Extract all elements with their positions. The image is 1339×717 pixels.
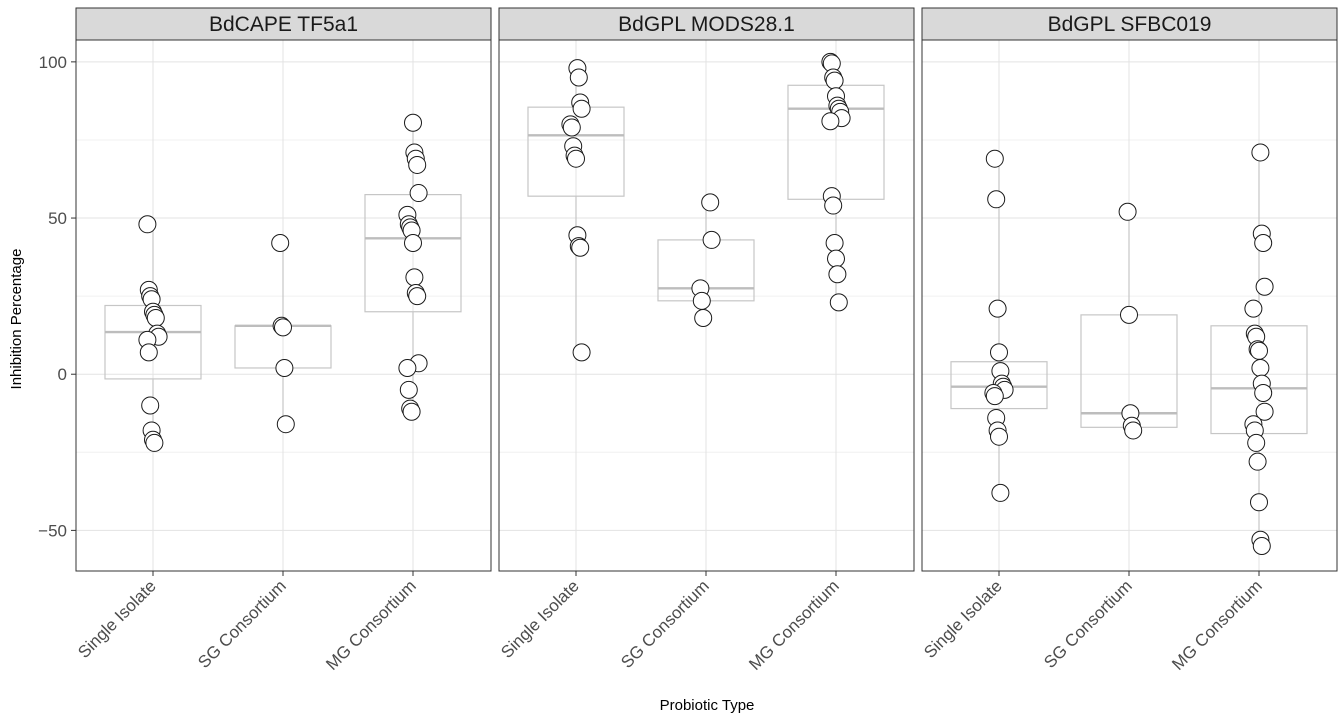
x-tick-label: Single Isolate — [920, 576, 1006, 662]
data-point — [991, 483, 1010, 502]
data-point — [985, 149, 1004, 168]
box-group — [950, 149, 1048, 502]
data-point — [567, 149, 585, 168]
data-point — [1250, 493, 1268, 512]
data-point — [1252, 537, 1271, 556]
data-point — [828, 265, 847, 284]
data-point — [404, 234, 422, 253]
box-group — [364, 113, 462, 421]
data-point — [274, 318, 292, 337]
facet-title: BdGPL SFBC019 — [1048, 13, 1212, 36]
facet-title: BdCAPE TF5a1 — [209, 13, 358, 36]
x-axis-title: Probiotic Type — [660, 697, 755, 714]
x-tick-label: SG Consortium — [1040, 576, 1136, 672]
x-tick-label: MG Consortium — [745, 576, 843, 674]
data-point — [1244, 299, 1263, 318]
data-point — [825, 234, 844, 253]
data-point — [990, 343, 1008, 362]
y-tick-label: −50 — [38, 521, 67, 540]
data-point — [1251, 358, 1270, 377]
data-point — [399, 380, 418, 399]
facet-strip — [498, 7, 915, 41]
data-point — [1247, 433, 1266, 452]
data-point — [692, 291, 711, 310]
box-group — [527, 59, 625, 362]
data-point — [985, 387, 1004, 406]
data-point — [402, 402, 421, 421]
data-point — [145, 433, 164, 452]
data-point — [821, 112, 840, 131]
data-point — [276, 415, 295, 434]
facet-panels: BdCAPE TF5a1 Single Isolate SG Consortium M… — [74, 7, 1338, 674]
data-point — [1251, 143, 1270, 162]
data-point — [275, 358, 294, 377]
data-point — [408, 287, 427, 306]
data-point — [404, 113, 422, 132]
data-point — [827, 249, 845, 268]
facet-panel: BdGPL MODS28.1 Single Isolate SG Consortiu… — [497, 7, 915, 674]
data-point — [138, 215, 157, 234]
facet-panel: BdGPL SFBC019 Single Isolate SG Consortium… — [920, 7, 1338, 674]
data-point — [1250, 341, 1268, 360]
data-point — [398, 358, 417, 377]
y-tick-label: 0 — [58, 365, 67, 384]
box-group — [1080, 202, 1178, 440]
data-point — [141, 396, 160, 415]
data-point — [146, 308, 165, 327]
facet-panel: BdCAPE TF5a1 Single Isolate SG Consortium M… — [74, 7, 492, 674]
box-group — [787, 52, 885, 312]
data-point — [405, 268, 424, 287]
data-point — [702, 230, 721, 249]
data-point — [990, 427, 1008, 446]
data-point — [409, 184, 428, 203]
box-group — [1210, 143, 1308, 556]
x-tick-label: Single Isolate — [497, 576, 583, 662]
data-point — [569, 68, 588, 87]
data-point — [1255, 277, 1274, 296]
data-point — [1254, 383, 1273, 402]
box-group — [234, 234, 332, 434]
data-point — [1254, 234, 1273, 253]
box-group — [657, 193, 755, 327]
y-axis-title: Inhibition Percentage — [8, 249, 25, 390]
y-tick-label: 100 — [39, 53, 67, 72]
box — [950, 361, 1048, 410]
data-point — [1120, 305, 1138, 324]
data-point — [571, 238, 590, 257]
data-point — [825, 71, 844, 90]
data-point — [987, 190, 1006, 209]
data-point — [271, 234, 290, 253]
x-tick-label: SG Consortium — [617, 576, 713, 672]
data-point — [701, 193, 720, 212]
facet-strip — [75, 7, 492, 41]
facet-strip — [921, 7, 1338, 41]
data-point — [572, 343, 591, 362]
data-point — [829, 293, 848, 312]
data-point — [694, 308, 713, 327]
data-point — [1248, 452, 1267, 471]
box-group — [104, 215, 202, 452]
y-tick-label: 50 — [48, 209, 67, 228]
x-tick-label: SG Consortium — [194, 576, 290, 672]
data-point — [1255, 402, 1274, 421]
facet-title: BdGPL MODS28.1 — [618, 13, 795, 36]
x-tick-label: MG Consortium — [322, 576, 420, 674]
data-point — [139, 343, 158, 362]
data-point — [408, 155, 427, 174]
x-tick-label: Single Isolate — [74, 576, 160, 662]
data-point — [988, 299, 1007, 318]
data-point — [572, 99, 591, 118]
x-tick-label: MG Consortium — [1168, 576, 1266, 674]
data-point — [1124, 421, 1143, 440]
data-point — [1118, 202, 1137, 221]
data-point — [562, 118, 581, 137]
y-axis: −50 0 50 100 — [38, 53, 76, 540]
data-point — [824, 196, 843, 215]
